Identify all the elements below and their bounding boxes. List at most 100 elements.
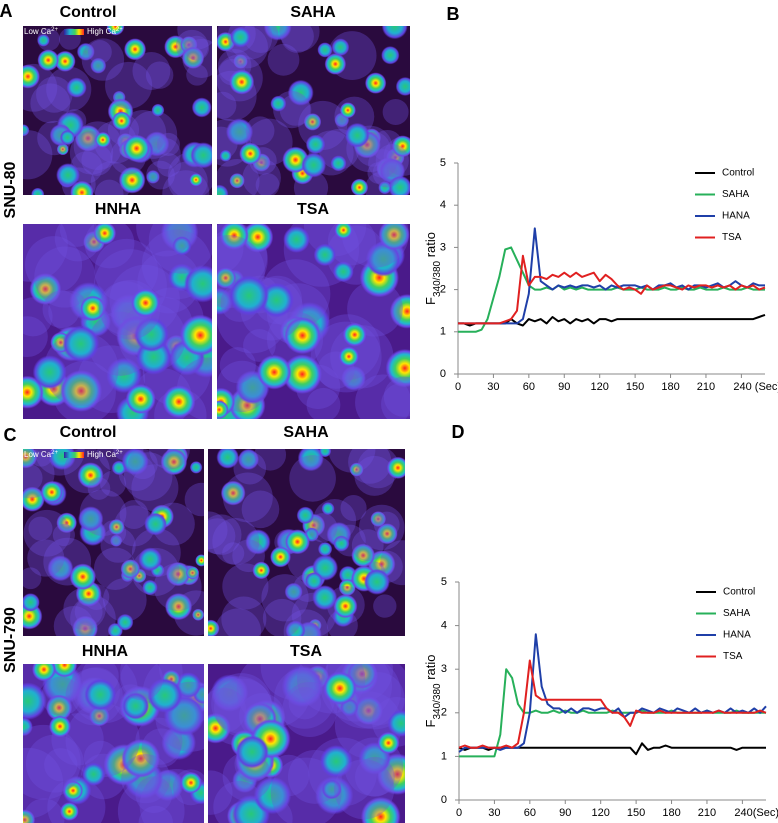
cell bbox=[364, 72, 387, 94]
cell bbox=[214, 678, 273, 737]
cell bbox=[34, 246, 96, 308]
scale-label-sup: 2+ bbox=[116, 450, 123, 456]
cell bbox=[76, 42, 95, 61]
cell bbox=[211, 674, 249, 712]
cell bbox=[70, 595, 116, 636]
cell bbox=[385, 348, 410, 388]
cell bbox=[386, 456, 405, 479]
y-tick-label: 4 bbox=[441, 620, 447, 632]
cell bbox=[179, 314, 212, 357]
cell bbox=[23, 809, 36, 823]
cell bbox=[100, 470, 127, 497]
cell bbox=[184, 265, 212, 303]
cell bbox=[351, 529, 384, 562]
x-tick-label: 30 bbox=[487, 381, 499, 393]
cell bbox=[323, 671, 357, 706]
x-tick-label: 120 bbox=[592, 807, 610, 819]
cell bbox=[230, 26, 251, 48]
cell bbox=[23, 682, 47, 721]
scale-label: Low Ca2+ bbox=[24, 27, 58, 37]
y-tick-label: 2 bbox=[441, 707, 447, 719]
cell bbox=[49, 715, 72, 738]
cell bbox=[245, 529, 271, 555]
cell bbox=[242, 158, 281, 195]
cell bbox=[219, 149, 232, 162]
cell bbox=[220, 480, 246, 506]
cell bbox=[354, 696, 383, 725]
cell bbox=[32, 355, 67, 390]
legend-label: TSA bbox=[723, 651, 743, 662]
cell bbox=[208, 712, 231, 744]
panel-letter: C bbox=[4, 425, 17, 445]
cell bbox=[81, 38, 125, 81]
cell bbox=[127, 449, 158, 480]
y-tick-label: 1 bbox=[441, 750, 447, 762]
cell bbox=[254, 449, 287, 471]
cell bbox=[186, 64, 208, 86]
x-tick-label: 60 bbox=[524, 807, 536, 819]
cell bbox=[331, 38, 350, 57]
cell bbox=[284, 529, 310, 555]
cell bbox=[69, 563, 97, 591]
cell bbox=[29, 273, 62, 305]
cell bbox=[46, 694, 73, 721]
cell bbox=[177, 26, 212, 50]
cell bbox=[363, 568, 390, 595]
y-axis-label-part: ratio bbox=[423, 654, 438, 683]
cell bbox=[344, 122, 370, 148]
cell bbox=[59, 129, 76, 146]
cell bbox=[217, 159, 260, 195]
cell bbox=[354, 756, 395, 797]
micrograph bbox=[217, 26, 410, 195]
cell bbox=[41, 676, 81, 717]
cell bbox=[217, 267, 237, 289]
cell bbox=[156, 132, 180, 156]
cell bbox=[378, 181, 392, 195]
cell bbox=[375, 144, 409, 178]
cell bbox=[282, 682, 338, 738]
cell bbox=[318, 449, 332, 458]
cell bbox=[355, 374, 410, 419]
x-tick-label: 210 bbox=[698, 807, 716, 819]
cell bbox=[184, 35, 210, 61]
cell bbox=[42, 290, 81, 329]
cell bbox=[225, 118, 254, 146]
cell bbox=[233, 54, 248, 69]
scale-label-part: High Ca bbox=[87, 450, 116, 459]
cell bbox=[270, 757, 342, 823]
cell bbox=[141, 728, 181, 768]
cell bbox=[349, 462, 364, 477]
cell bbox=[25, 734, 84, 793]
y-tick-label: 3 bbox=[441, 663, 447, 675]
cell bbox=[31, 187, 45, 195]
cell bbox=[317, 42, 333, 58]
cell bbox=[23, 297, 53, 337]
image-title: SAHA bbox=[290, 4, 336, 21]
cell bbox=[23, 130, 53, 180]
cell bbox=[37, 49, 60, 72]
cell bbox=[27, 539, 65, 577]
cell bbox=[351, 543, 376, 568]
cell bbox=[333, 594, 358, 619]
x-tick-label: 0 bbox=[456, 807, 462, 819]
cell bbox=[304, 571, 324, 591]
cell bbox=[144, 512, 167, 536]
cell bbox=[217, 184, 229, 195]
x-tick-label: 90 bbox=[558, 381, 570, 393]
cell bbox=[184, 482, 204, 517]
cell bbox=[101, 520, 127, 545]
cell bbox=[283, 316, 322, 355]
cell bbox=[229, 69, 255, 95]
cell bbox=[108, 518, 125, 536]
cell bbox=[208, 518, 236, 555]
y-axis-label: F340/380 ratio bbox=[423, 654, 443, 727]
cell bbox=[189, 461, 203, 474]
cell bbox=[87, 477, 111, 500]
cell bbox=[283, 226, 310, 253]
cell bbox=[94, 179, 124, 195]
cell bbox=[279, 26, 320, 52]
x-tick-label: 120 bbox=[591, 381, 609, 393]
cell bbox=[270, 546, 291, 568]
cell bbox=[237, 449, 260, 470]
cell bbox=[121, 449, 149, 476]
